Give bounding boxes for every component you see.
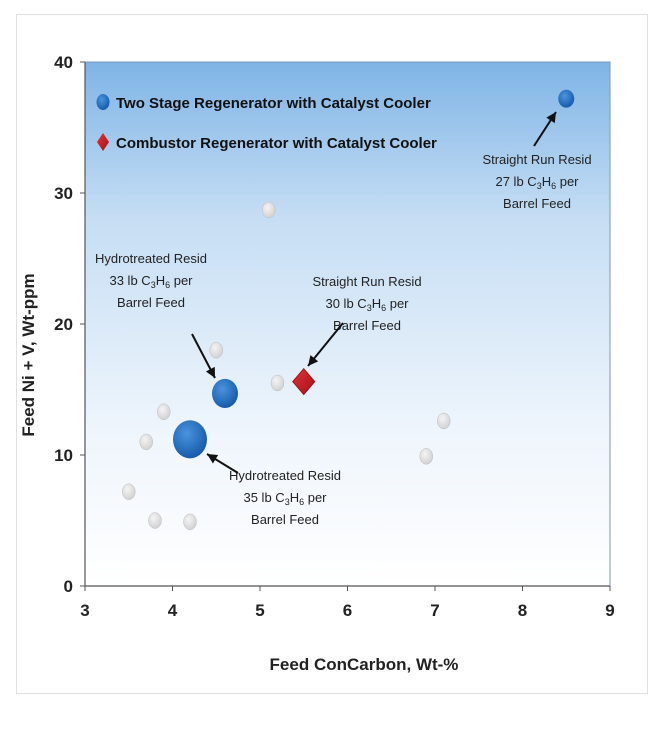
x-tick-label: 5	[255, 601, 264, 620]
annotation-line: Straight Run Resid	[482, 152, 591, 167]
annotation-line: Barrel Feed	[251, 512, 319, 527]
x-tick-label: 4	[168, 601, 178, 620]
blue-point	[558, 89, 575, 108]
grey-point	[437, 412, 451, 430]
annotation-line: Straight Run Resid	[312, 274, 421, 289]
legend-label-combustor: Combustor Regenerator with Catalyst Cool…	[116, 135, 437, 152]
x-tick-label: 3	[80, 601, 89, 620]
x-tick-label: 8	[518, 601, 527, 620]
annotation-line: Barrel Feed	[503, 196, 571, 211]
legend-marker-circle	[96, 94, 110, 110]
y-tick-label: 40	[54, 53, 73, 72]
scatter-chart: 3 4 5 6 7 8 9 0 10 20 30 40 Two Stage Regenerator w…	[19, 53, 615, 674]
arrow-head	[205, 366, 215, 378]
arrow-head	[308, 355, 319, 366]
grey-point	[122, 483, 136, 500]
grey-point	[262, 201, 276, 219]
y-tick-label: 30	[54, 184, 73, 203]
arrow-head	[207, 454, 219, 464]
legend-label-two-stage: Two Stage Regenerator with Catalyst Cool…	[116, 95, 431, 112]
annotation: Hydrotreated Resid 35 lb C3H6 per Barrel F…	[206, 453, 341, 527]
grey-point	[148, 512, 162, 529]
blue-point	[212, 378, 238, 408]
y-tick-label: 20	[54, 315, 73, 334]
x-tick-label: 6	[343, 601, 352, 620]
x-axis-title: Feed ConCarbon, Wt-%	[270, 655, 459, 674]
blue-point	[173, 420, 207, 459]
grey-point	[209, 341, 223, 359]
annotation-line: 30 lb C3H6 per	[325, 296, 409, 313]
y-tick-label: 0	[64, 577, 73, 596]
data-points	[122, 89, 575, 531]
plot-area	[84, 61, 611, 587]
grey-point	[270, 374, 285, 392]
diamond-point	[292, 368, 316, 396]
annotation: Straight Run Resid 27 lb C3H6 per Barrel F…	[482, 111, 592, 211]
annotation-line: 27 lb C3H6 per	[495, 174, 579, 191]
grey-point	[183, 513, 197, 531]
y-axis-title: Feed Ni + V, Wt-ppm	[19, 273, 38, 436]
grey-point	[139, 433, 153, 451]
annotation-line: 35 lb C3H6 per	[243, 490, 327, 507]
legend-marker-diamond	[97, 133, 109, 151]
chart-frame: 3 4 5 6 7 8 9 0 10 20 30 40 Two Stage Regenerator w…	[16, 14, 648, 694]
annotation-line: 33 lb C3H6 per	[109, 273, 193, 290]
x-tick-label: 7	[430, 601, 439, 620]
x-tick-label: 9	[605, 601, 614, 620]
y-tick-label: 10	[54, 446, 73, 465]
arrow-head	[546, 112, 556, 124]
grey-point	[419, 448, 433, 465]
annotation-line: Hydrotreated Resid	[95, 251, 207, 266]
grey-point	[157, 403, 171, 421]
annotation: Hydrotreated Resid 33 lb C3H6 per Barrel F…	[95, 251, 216, 379]
axes: 3 4 5 6 7 8 9 0 10 20 30 40	[54, 53, 615, 620]
legend: Two Stage Regenerator with Catalyst Cool…	[96, 94, 437, 152]
annotation: Straight Run Resid 30 lb C3H6 per Barrel F…	[307, 274, 422, 367]
annotation-line: Barrel Feed	[117, 295, 185, 310]
annotations: Straight Run Resid 27 lb C3H6 per Barrel F…	[95, 111, 592, 527]
annotation-line: Hydrotreated Resid	[229, 468, 341, 483]
annotation-line: Barrel Feed	[333, 318, 401, 333]
